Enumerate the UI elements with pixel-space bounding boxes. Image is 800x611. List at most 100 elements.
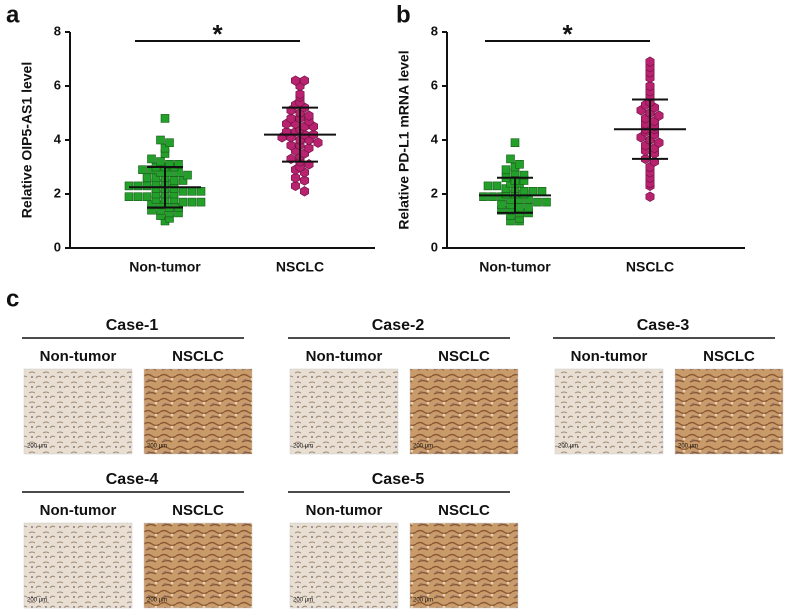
x-tick-label: Non-tumor [479,259,551,275]
data-point [291,180,300,192]
data-point [124,181,134,191]
data-point [645,191,655,202]
case-title: Case-5 [372,471,425,488]
data-point [524,203,533,212]
y-tick-label: 6 [431,77,438,92]
y-tick-label: 0 [431,239,438,254]
y-tick-label: 2 [54,185,61,200]
data-point [169,176,179,185]
column-label: NSCLC [172,348,224,365]
scale-label: 200 μm [413,598,433,604]
y-tick-label: 2 [431,185,438,200]
data-point [187,197,197,207]
data-point [519,170,529,180]
data-point [174,160,183,169]
data-point [178,187,188,196]
scale-label: 200 μm [558,444,578,450]
panel-label: c [6,285,19,312]
y-tick-label: 8 [54,23,61,38]
scale-label: 200 μm [413,444,433,450]
data-point [286,140,296,151]
data-point [147,200,156,210]
micrograph [674,368,784,455]
data-point [645,56,655,67]
micrograph [409,368,519,455]
panel-label: b [396,1,411,28]
case-title: Case-1 [106,317,159,334]
scale-label: 200 μm [147,444,167,450]
data-point [160,114,170,123]
data-point [196,197,206,207]
data-point [165,138,174,147]
data-point [654,137,664,148]
column-label: Non-tumor [306,502,383,519]
data-point [291,75,300,86]
micrograph [143,368,253,455]
data-point [515,203,524,212]
y-tick-label: 8 [431,23,438,38]
column-label: Non-tumor [40,348,117,365]
panel-label: a [6,1,20,28]
data-point [178,176,188,185]
data-point [138,165,147,174]
data-point [133,192,143,201]
scale-label: 200 μm [147,598,167,604]
significance-mark: * [212,19,223,49]
case-title: Case-4 [106,471,159,488]
micrograph [23,522,133,609]
data-point [300,186,309,197]
scale-label: 200 μm [293,444,313,450]
y-tick-label: 6 [54,77,61,92]
data-point [492,181,502,191]
column-label: NSCLC [172,502,224,519]
data-point [142,192,152,201]
data-point [178,197,188,207]
y-tick-label: 0 [54,239,61,254]
column-label: NSCLC [438,502,490,519]
x-tick-label: NSCLC [276,259,324,275]
micrograph [289,368,399,455]
data-point [506,154,515,164]
data-point [160,143,170,153]
y-axis-label: Relative PD-L1 mRNA level [396,50,412,229]
data-point [147,154,156,164]
y-axis-label: Relative OIP5-AS1 level [19,62,35,218]
data-point [196,187,206,196]
case-title: Case-3 [637,317,690,334]
column-label: Non-tumor [571,348,648,365]
column-label: NSCLC [438,348,490,365]
data-point [133,181,143,191]
micrograph [23,368,133,455]
column-label: Non-tumor [40,502,117,519]
scale-label: 200 μm [293,598,313,604]
micrograph [554,368,664,455]
data-point [183,170,192,180]
data-point [304,142,314,154]
data-point [645,80,655,92]
column-label: Non-tumor [306,348,383,365]
data-point [313,137,323,148]
data-point [142,181,152,191]
micrograph [409,522,519,609]
column-label: NSCLC [703,348,755,365]
data-point [501,165,511,174]
data-point [151,173,161,183]
data-point [300,175,309,186]
data-point [654,110,664,121]
data-point [528,187,538,196]
y-tick-label: 4 [431,131,439,146]
y-tick-label: 4 [54,131,62,146]
case-title: Case-2 [372,317,425,334]
data-point [537,187,547,196]
data-point [156,157,165,166]
x-tick-label: NSCLC [626,259,674,275]
data-point [295,88,305,100]
data-point [156,135,165,145]
data-point [286,113,296,124]
data-point [483,181,493,191]
scale-label: 200 μm [27,598,47,604]
scale-label: 200 μm [678,444,698,450]
data-point [187,187,197,196]
data-point [515,160,524,169]
